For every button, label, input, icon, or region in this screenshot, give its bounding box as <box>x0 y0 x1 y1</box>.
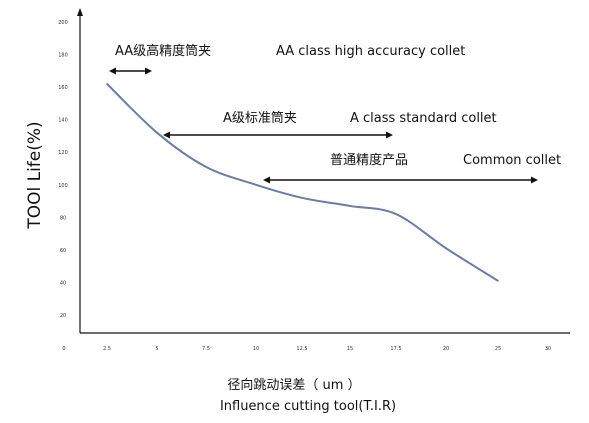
data-point <box>445 247 447 250</box>
x-tick-label: 25 <box>495 346 501 352</box>
x-tick-label: 15 <box>347 346 353 352</box>
y-tick-label: 60 <box>60 248 66 254</box>
y-axis-label: TOOl Life(%) <box>25 121 45 229</box>
chart-axes <box>77 8 570 334</box>
data-point <box>301 197 303 199</box>
x-tick-label: 20 <box>443 346 449 352</box>
y-tick-labels: 20 40 60 80 100 120 140 160 180 200 <box>58 20 68 319</box>
x-tick-label: 12.5 <box>296 346 307 352</box>
range-arrowhead-right <box>145 67 152 75</box>
annotation: 普通精度产品 Common collet <box>263 152 561 184</box>
y-tick-label: 180 <box>58 53 68 59</box>
data-point <box>205 166 207 168</box>
x-axis-label-cn: 径向跳动误差（ um ） <box>227 377 360 393</box>
y-tick-label: 40 <box>60 280 66 286</box>
x-axis-label-en: Influence cutting tool(T.I.R) <box>220 399 396 414</box>
y-tick-label: 140 <box>58 118 68 124</box>
annotation-label-en: Common collet <box>463 153 561 168</box>
y-tick-label: 160 <box>58 85 68 91</box>
y-tick-label: 200 <box>58 20 68 26</box>
range-arrowhead-left <box>109 67 116 75</box>
y-tick-label: 80 <box>60 215 66 221</box>
annotation-label-cn: AA级高精度筒夹 <box>115 43 211 59</box>
range-arrowhead-right <box>386 131 393 139</box>
data-point <box>255 183 257 186</box>
x-tick-label: 5 <box>155 346 158 352</box>
data-point <box>349 205 351 207</box>
x-tick-label: 2.5 <box>103 346 111 352</box>
x-tick-labels: 0 2.5 5 7.5 10 12.5 15 17.5 20 25 30 <box>62 346 551 352</box>
data-point <box>106 83 108 85</box>
range-arrowhead-right <box>531 176 538 184</box>
annotation: AA级高精度筒夹 AA class high accuracy collet <box>109 43 465 75</box>
annotation-label-en: A class standard collet <box>350 111 497 126</box>
y-tick-label: 20 <box>60 313 66 319</box>
annotations: AA级高精度筒夹 AA class high accuracy collet A级标… <box>109 43 561 184</box>
data-point <box>395 213 397 215</box>
y-tick-label: 100 <box>58 183 68 189</box>
range-arrowhead-left <box>263 176 270 184</box>
range-arrowhead-left <box>163 131 170 139</box>
x-tick-label: 17.5 <box>390 346 401 352</box>
x-tick-label: 30 <box>545 346 551 352</box>
series-tool-life <box>106 83 499 282</box>
data-point <box>156 131 158 134</box>
x-tick-label: 0 <box>62 346 65 352</box>
annotation-label-en: AA class high accuracy collet <box>276 44 465 59</box>
annotation-label-cn: 普通精度产品 <box>330 152 408 168</box>
data-point <box>497 280 499 282</box>
y-axis-arrowhead <box>77 8 83 16</box>
x-tick-label: 10 <box>253 346 259 352</box>
x-tick-label: 7.5 <box>202 346 210 352</box>
y-tick-label: 120 <box>58 150 68 156</box>
annotation-label-cn: A级标准筒夹 <box>223 110 297 126</box>
annotation: A级标准筒夹 A class standard collet <box>163 110 497 139</box>
